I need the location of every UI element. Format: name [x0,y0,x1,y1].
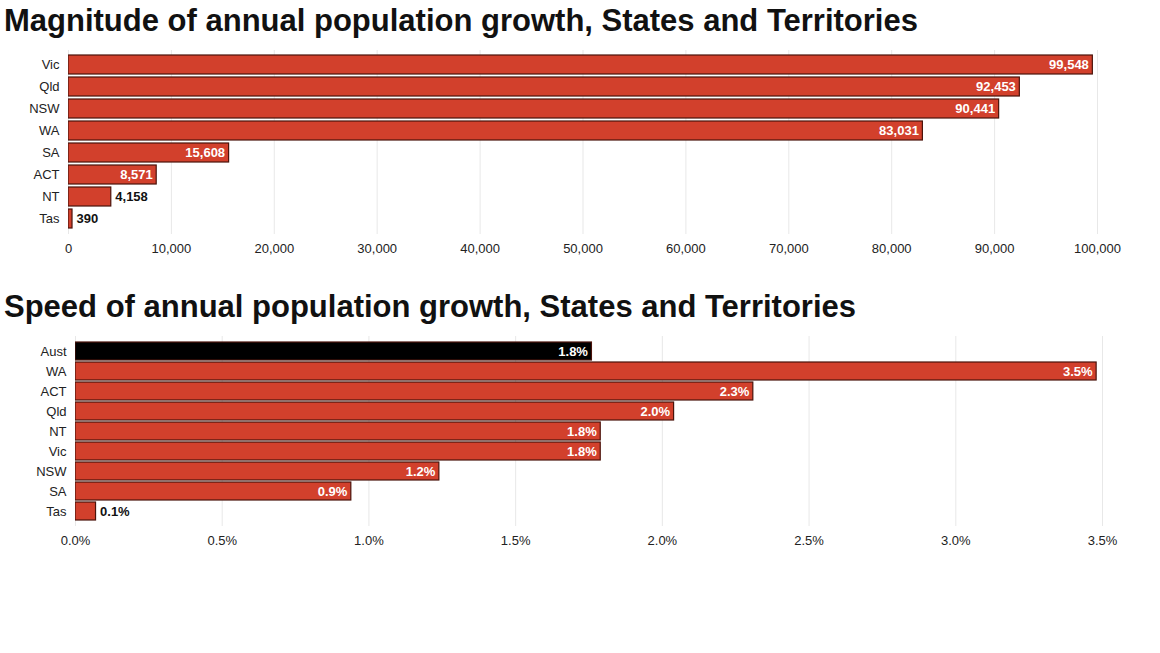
svg-text:Vic: Vic [42,57,60,72]
svg-text:1.5%: 1.5% [501,533,531,548]
svg-text:1.8%: 1.8% [567,444,597,459]
svg-text:0.9%: 0.9% [318,484,348,499]
svg-text:Vic: Vic [49,444,67,459]
svg-text:70,000: 70,000 [769,241,809,256]
svg-text:4,158: 4,158 [115,189,148,204]
svg-text:80,000: 80,000 [872,241,912,256]
svg-text:20,000: 20,000 [254,241,294,256]
svg-text:3.5%: 3.5% [1063,364,1093,379]
html-text:Speed of annual population gro: Speed of annual population growth, State… [4,289,856,324]
svg-text:10,000: 10,000 [152,241,192,256]
svg-text:90,000: 90,000 [975,241,1015,256]
svg-text:3.0%: 3.0% [941,533,971,548]
svg-text:ACT: ACT [34,167,60,182]
svg-text:2.3%: 2.3% [720,384,750,399]
svg-text:83,031: 83,031 [879,123,919,138]
svg-text:NSW: NSW [29,101,60,116]
svg-text:1.8%: 1.8% [567,424,597,439]
svg-text:Qld: Qld [39,79,59,94]
html-text:Magnitude of annual population: Magnitude of annual population growth, S… [4,3,918,38]
svg-text:3.5%: 3.5% [1088,533,1118,548]
svg-text:NSW: NSW [36,464,67,479]
svg-text:1.2%: 1.2% [406,464,436,479]
svg-text:1.8%: 1.8% [558,344,588,359]
svg-text:0: 0 [65,241,72,256]
svg-text:WA: WA [46,364,67,379]
svg-text:90,441: 90,441 [955,101,995,116]
svg-text:1.0%: 1.0% [354,533,384,548]
svg-text:Qld: Qld [46,404,66,419]
svg-text:0.1%: 0.1% [100,504,130,519]
svg-text:92,453: 92,453 [976,79,1016,94]
svg-text:ACT: ACT [41,384,67,399]
svg-text:2.0%: 2.0% [648,533,678,548]
svg-text:NT: NT [42,189,59,204]
svg-text:30,000: 30,000 [357,241,397,256]
svg-text:NT: NT [49,424,66,439]
svg-text:2.5%: 2.5% [794,533,824,548]
svg-text:40,000: 40,000 [460,241,500,256]
svg-text:SA: SA [49,484,67,499]
svg-text:60,000: 60,000 [666,241,706,256]
svg-text:0.0%: 0.0% [61,533,91,548]
svg-text:8,571: 8,571 [120,167,153,182]
svg-text:SA: SA [42,145,60,160]
svg-text:0.5%: 0.5% [207,533,237,548]
svg-text:15,608: 15,608 [185,145,225,160]
svg-text:Aust: Aust [40,344,66,359]
svg-text:99,548: 99,548 [1049,57,1089,72]
svg-text:Tas: Tas [46,504,67,519]
svg-text:Tas: Tas [39,211,60,226]
svg-text:2.0%: 2.0% [640,404,670,419]
svg-text:WA: WA [39,123,60,138]
svg-text:50,000: 50,000 [563,241,603,256]
svg-text:390: 390 [77,211,99,226]
svg-text:100,000: 100,000 [1074,241,1121,256]
